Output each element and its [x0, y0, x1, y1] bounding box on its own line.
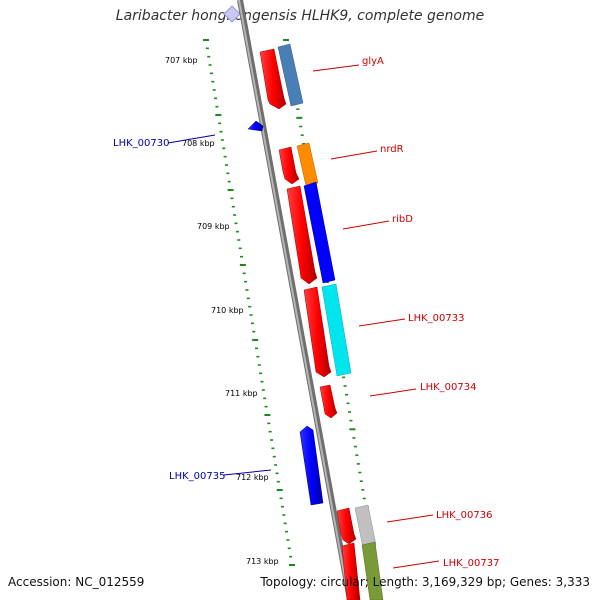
scale-label-708: 708 kbp	[182, 139, 215, 148]
category-bar-ribD[interactable]	[303, 181, 336, 284]
gene-arrow-LHK_00733[interactable]	[303, 286, 332, 378]
gene-arrow-LHK_00734[interactable]	[319, 384, 338, 419]
gene-arrows	[247, 48, 361, 600]
category-bar-nrdR[interactable]	[296, 142, 319, 187]
gene-label-LHK_00733[interactable]: LHK_00733	[408, 313, 464, 324]
gene-label-LHK_00730[interactable]: LHK_00730	[113, 138, 169, 149]
leader-LHK_00736	[386, 514, 434, 523]
category-bar-LHK_00733[interactable]	[321, 283, 352, 377]
scale-label-711: 711 kbp	[225, 389, 258, 398]
leader-LHK_00735	[223, 469, 272, 476]
scale-label-710: 710 kbp	[211, 306, 244, 315]
gene-labels: glyA LHK_00730 nrdR ribD LHK_00733 LHK_0…	[113, 56, 499, 569]
gene-label-LHK_00734[interactable]: LHK_00734	[420, 382, 476, 393]
gene-label-LHK_00737[interactable]: LHK_00737	[443, 558, 499, 569]
category-bars	[277, 43, 384, 600]
gene-label-LHK_00735[interactable]: LHK_00735	[169, 471, 225, 482]
gene-label-nrdR[interactable]: nrdR	[380, 144, 404, 155]
gene-arrow-LHK_00737[interactable]	[341, 542, 361, 600]
label-leaders	[167, 64, 440, 569]
leader-LHK_00730	[167, 134, 216, 144]
gene-arrow-LHK_00736[interactable]	[336, 507, 357, 545]
gene-arrow-ribD[interactable]	[286, 185, 318, 285]
leader-nrdR	[330, 150, 378, 160]
gene-label-LHK_00736[interactable]: LHK_00736	[436, 510, 492, 521]
category-bar-LHK_00737[interactable]	[361, 541, 384, 600]
selection-marker[interactable]	[223, 5, 241, 23]
leader-ribD	[342, 220, 390, 230]
genome-backbone-highlight	[238, 0, 350, 600]
map-title: Laribacter hongkongensis HLHK9, complete…	[115, 8, 485, 24]
scale-label-713: 713 kbp	[246, 557, 279, 566]
gene-label-ribD[interactable]: ribD	[392, 214, 413, 225]
genome-summary-text: Topology: circular; Length: 3,169,329 bp…	[260, 575, 590, 589]
accession-text: Accession: NC_012559	[8, 575, 145, 589]
leader-LHK_00737	[392, 560, 440, 569]
leader-LHK_00733	[358, 318, 406, 327]
scale-label-707: 707 kbp	[165, 56, 198, 65]
gene-arrow-glyA[interactable]	[259, 48, 287, 110]
gene-arrow-LHK_00735[interactable]	[299, 425, 324, 506]
scale-label-709: 709 kbp	[197, 222, 230, 231]
leader-glyA	[312, 64, 360, 72]
scale-label-712: 712 kbp	[236, 473, 269, 482]
gene-label-glyA[interactable]: glyA	[362, 56, 384, 67]
scale-labels: 707 kbp 708 kbp 709 kbp 710 kbp 711 kbp …	[165, 56, 279, 566]
gene-arrow-nrdR[interactable]	[278, 146, 300, 185]
leader-LHK_00734	[369, 388, 417, 397]
category-bar-LHK_00736[interactable]	[354, 504, 377, 549]
gene-arrow-LHK_00730[interactable]	[247, 120, 264, 132]
category-bar-glyA[interactable]	[277, 43, 304, 107]
